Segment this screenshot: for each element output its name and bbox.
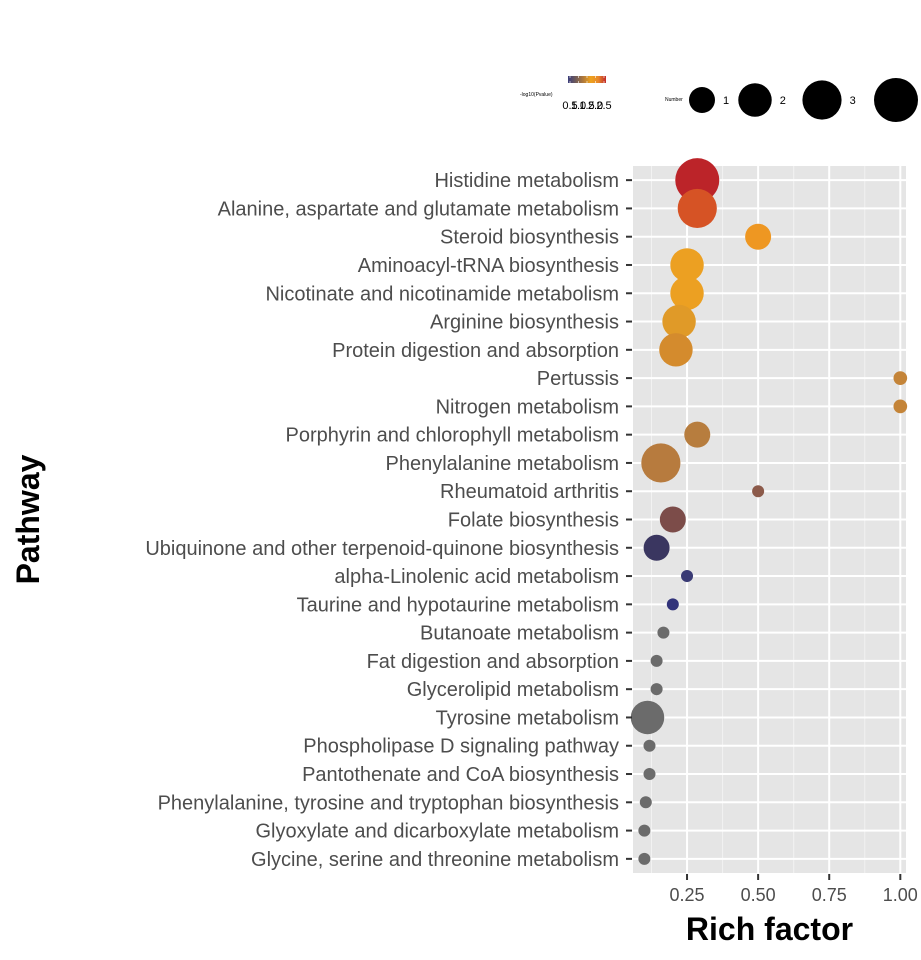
data-point	[745, 223, 772, 250]
size-legend: Number 1 2 3	[665, 78, 918, 122]
y-tick-label: Taurine and hypotaurine metabolism	[297, 594, 619, 616]
data-point	[659, 333, 693, 367]
x-tick-label: 0.50	[741, 885, 776, 905]
color-legend-bar	[568, 76, 606, 83]
data-point	[643, 534, 670, 561]
data-point	[893, 371, 908, 385]
size-legend-label: 2	[780, 95, 786, 107]
y-tick-label: Alanine, aspartate and glutamate metabol…	[218, 198, 619, 220]
y-tick-label: Fat digestion and absorption	[367, 651, 619, 673]
data-point	[677, 188, 717, 229]
color-legend-label: 1.0	[571, 100, 586, 112]
y-tick-label: Arginine biosynthesis	[430, 312, 619, 334]
y-tick-label: Porphyrin and chlorophyll metabolism	[286, 425, 620, 447]
size-legend-key	[802, 80, 842, 120]
data-point	[675, 158, 720, 203]
data-point	[630, 700, 665, 735]
size-legend-title: Number	[665, 97, 683, 103]
color-legend-title: -log10(Pvalue)	[520, 92, 553, 98]
data-point	[650, 683, 663, 696]
y-tick-label: Histidine metabolism	[434, 170, 619, 192]
color-legend-label: 2.5	[596, 100, 611, 112]
data-point	[659, 506, 686, 533]
y-tick-label: Rheumatoid arthritis	[440, 481, 619, 503]
y-tick-label: alpha-Linolenic acid metabolism	[334, 566, 619, 588]
data-point	[670, 276, 704, 310]
y-tick-label: Glyoxylate and dicarboxylate metabolism	[255, 821, 619, 843]
y-tick-label: Glycine, serine and threonine metabolism	[251, 849, 619, 871]
y-tick-label: Pantothenate and CoA biosynthesis	[302, 764, 619, 786]
color-legend: -log10(Pvalue) 0.51.01.52.02.5	[520, 76, 612, 112]
x-tick-label: 0.75	[812, 885, 847, 905]
x-axis-title: Rich factor	[686, 911, 853, 947]
y-tick-label: Protein digestion and absorption	[332, 340, 619, 362]
data-point	[650, 654, 663, 667]
size-legend-key	[738, 83, 772, 117]
data-point	[643, 768, 656, 781]
y-tick-label: Steroid biosynthesis	[440, 227, 619, 249]
data-point	[657, 626, 670, 639]
size-legend-key	[689, 87, 715, 113]
x-tick-label: 0.25	[670, 885, 705, 905]
y-tick-label: Folate biosynthesis	[448, 510, 619, 532]
size-legend-label: 1	[723, 95, 729, 107]
y-tick-label: Tyrosine metabolism	[436, 707, 619, 729]
data-point	[641, 443, 681, 483]
size-legend-label: 3	[850, 95, 856, 107]
data-point	[643, 739, 656, 752]
data-point	[684, 421, 711, 448]
data-point	[638, 824, 651, 837]
y-tick-label: Ubiquinone and other terpenoid-quinone b…	[145, 538, 619, 560]
y-axis-title: Pathway	[10, 454, 46, 584]
data-point	[666, 598, 679, 611]
y-tick-label: Nitrogen metabolism	[436, 396, 619, 418]
y-axis: Histidine metabolism Alanine, aspartate a…	[145, 170, 632, 871]
y-tick-label: Phenylalanine, tyrosine and tryptophan b…	[158, 792, 619, 814]
y-tick-label: Aminoacyl-tRNA biosynthesis	[358, 255, 619, 277]
data-point	[662, 304, 696, 339]
data-point	[670, 248, 704, 282]
y-tick-label: Phospholipase D signaling pathway	[303, 736, 619, 758]
color-legend-label: 1.5	[579, 100, 594, 112]
x-tick-label: 1.00	[883, 885, 918, 905]
y-tick-label: Butanoate metabolism	[420, 623, 619, 645]
y-tick-label: Pertussis	[537, 368, 619, 390]
data-point	[752, 485, 765, 498]
data-point	[893, 399, 908, 414]
data-point	[639, 796, 652, 809]
y-tick-label: Phenylalanine metabolism	[386, 453, 619, 475]
data-point	[681, 570, 694, 583]
data-points	[630, 158, 908, 865]
x-axis: 0.25 0.50 0.75 1.00	[670, 874, 918, 905]
color-legend-label: 0.5	[562, 100, 577, 112]
data-point	[638, 852, 651, 865]
y-tick-label: Glycerolipid metabolism	[407, 679, 619, 701]
size-legend-key	[874, 78, 918, 122]
color-legend-label: 2.0	[588, 100, 603, 112]
y-tick-label: Nicotinate and nicotinamide metabolism	[265, 283, 619, 305]
